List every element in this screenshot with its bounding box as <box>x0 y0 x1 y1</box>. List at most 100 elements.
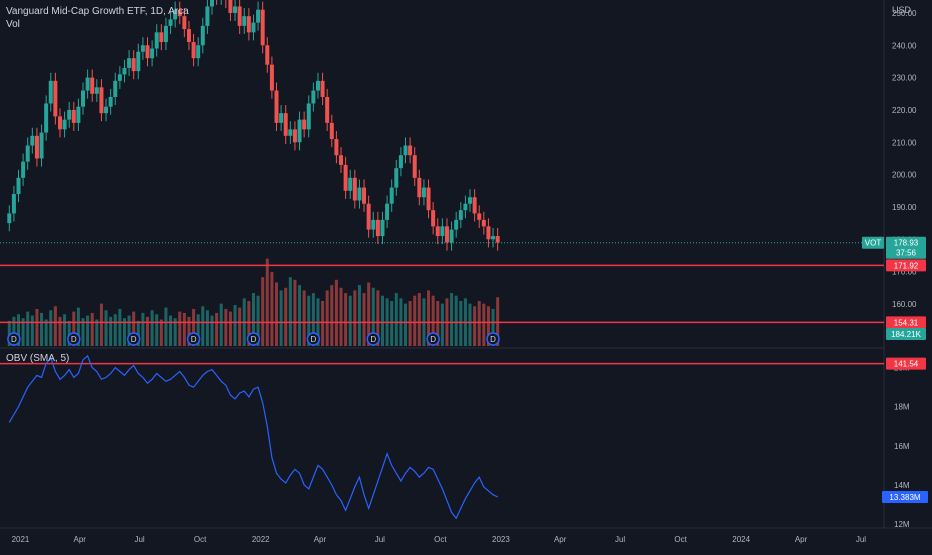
volume-bar <box>201 306 205 346</box>
countdown-label: 37:56 <box>896 249 917 258</box>
dividend-marker-label: D <box>430 335 436 344</box>
volume-bar <box>440 303 444 346</box>
dividend-marker-icon <box>246 332 261 346</box>
volume-bar <box>357 285 361 346</box>
volume-value-tag <box>886 328 926 340</box>
obv-tick-label: 16M <box>894 442 910 451</box>
volume-bar <box>298 285 302 346</box>
volume-bar <box>63 314 67 346</box>
chart-title[interactable]: Vanguard Mid-Cap Growth ETF, 1D, Arca <box>6 6 189 17</box>
candle-body <box>394 168 399 188</box>
obv-tick-label: 12M <box>894 520 910 529</box>
volume-bar <box>30 315 34 346</box>
volume-bar <box>339 287 343 346</box>
time-tick-label: Jul <box>375 535 385 544</box>
volume-bar <box>109 316 113 346</box>
candle-body <box>25 145 30 162</box>
candle-body <box>57 116 62 130</box>
currency-label: USD <box>892 5 912 15</box>
candle-body <box>196 45 201 59</box>
price-tick-label: 240.00 <box>892 41 917 50</box>
candle-body <box>85 77 90 91</box>
volume-bar <box>224 308 228 346</box>
candle-body <box>136 51 141 72</box>
volume-bar <box>334 279 338 346</box>
obv-legend[interactable]: OBV (SMA, 5) <box>6 353 70 364</box>
volume-bar <box>450 293 454 346</box>
candle-body <box>260 9 265 46</box>
volume-bar <box>127 315 131 346</box>
dividend-marker-label: D <box>11 335 17 344</box>
candle-body <box>398 155 403 169</box>
time-tick-label: Oct <box>674 535 687 544</box>
volume-bar <box>491 308 495 346</box>
volume-bar <box>26 311 30 346</box>
candle-body <box>315 80 320 91</box>
obv-line <box>8 354 498 520</box>
volume-bar <box>35 308 39 346</box>
candle-body <box>412 155 417 178</box>
volume-bar <box>482 303 486 346</box>
candle-body <box>108 97 113 107</box>
candle-body <box>44 103 49 133</box>
candle-body <box>168 19 173 26</box>
candle-body <box>173 9 178 20</box>
candle-body <box>251 22 256 33</box>
volume-bar <box>132 311 136 346</box>
candle-body <box>90 77 95 94</box>
volume-bar <box>362 293 366 346</box>
candle-body <box>256 9 261 23</box>
volume-bar <box>150 310 154 346</box>
volume-bar <box>404 303 408 346</box>
volume-bar <box>293 279 297 346</box>
dividend-marker-icon <box>67 332 81 346</box>
volume-bar <box>164 307 168 346</box>
candle-body <box>53 80 58 117</box>
dividend-marker-label: D <box>131 335 137 344</box>
candle-body <box>325 97 330 123</box>
volume-bar <box>104 310 108 346</box>
volume-legend[interactable]: Vol <box>6 19 20 30</box>
volume-bar <box>58 316 62 346</box>
candle-body <box>274 90 279 123</box>
volume-bar <box>7 320 11 346</box>
candle-body <box>131 58 136 72</box>
volume-bar <box>330 285 334 346</box>
dividend-marker-icon <box>366 332 381 346</box>
candle-body <box>408 145 413 156</box>
candle-body <box>334 139 339 156</box>
volume-bar <box>155 314 159 346</box>
time-tick-label: Oct <box>434 535 447 544</box>
dividend-marker-icon <box>126 332 141 346</box>
symbol-tag <box>862 236 884 249</box>
volume-bar <box>192 308 196 346</box>
candle-body <box>403 145 408 156</box>
price-tick-label: 220.00 <box>892 106 917 115</box>
level-price-label: 171.92 <box>894 261 919 270</box>
candle-body <box>62 119 67 130</box>
candle-body <box>265 45 270 65</box>
volume-bar <box>49 310 53 346</box>
last-price-label: 178.93 <box>894 239 919 248</box>
price-tick-label: 200.00 <box>892 171 917 180</box>
candle-body <box>481 219 486 227</box>
candle-body <box>292 129 297 143</box>
volume-bar <box>141 312 145 346</box>
candle-body <box>94 87 99 94</box>
candle-body <box>431 210 436 227</box>
volume-bar <box>251 293 255 346</box>
candle-body <box>104 106 109 114</box>
candle-body <box>11 194 16 214</box>
time-tick-label: 2021 <box>12 535 30 544</box>
volume-bar <box>394 293 398 346</box>
candle-body <box>237 6 242 26</box>
price-tick-label: 160.00 <box>892 300 917 309</box>
volume-bar <box>178 311 182 346</box>
volume-bar <box>12 316 16 346</box>
candle-body <box>145 45 150 59</box>
time-tick-label: Apr <box>314 535 327 544</box>
time-tick-label: Jul <box>856 535 866 544</box>
